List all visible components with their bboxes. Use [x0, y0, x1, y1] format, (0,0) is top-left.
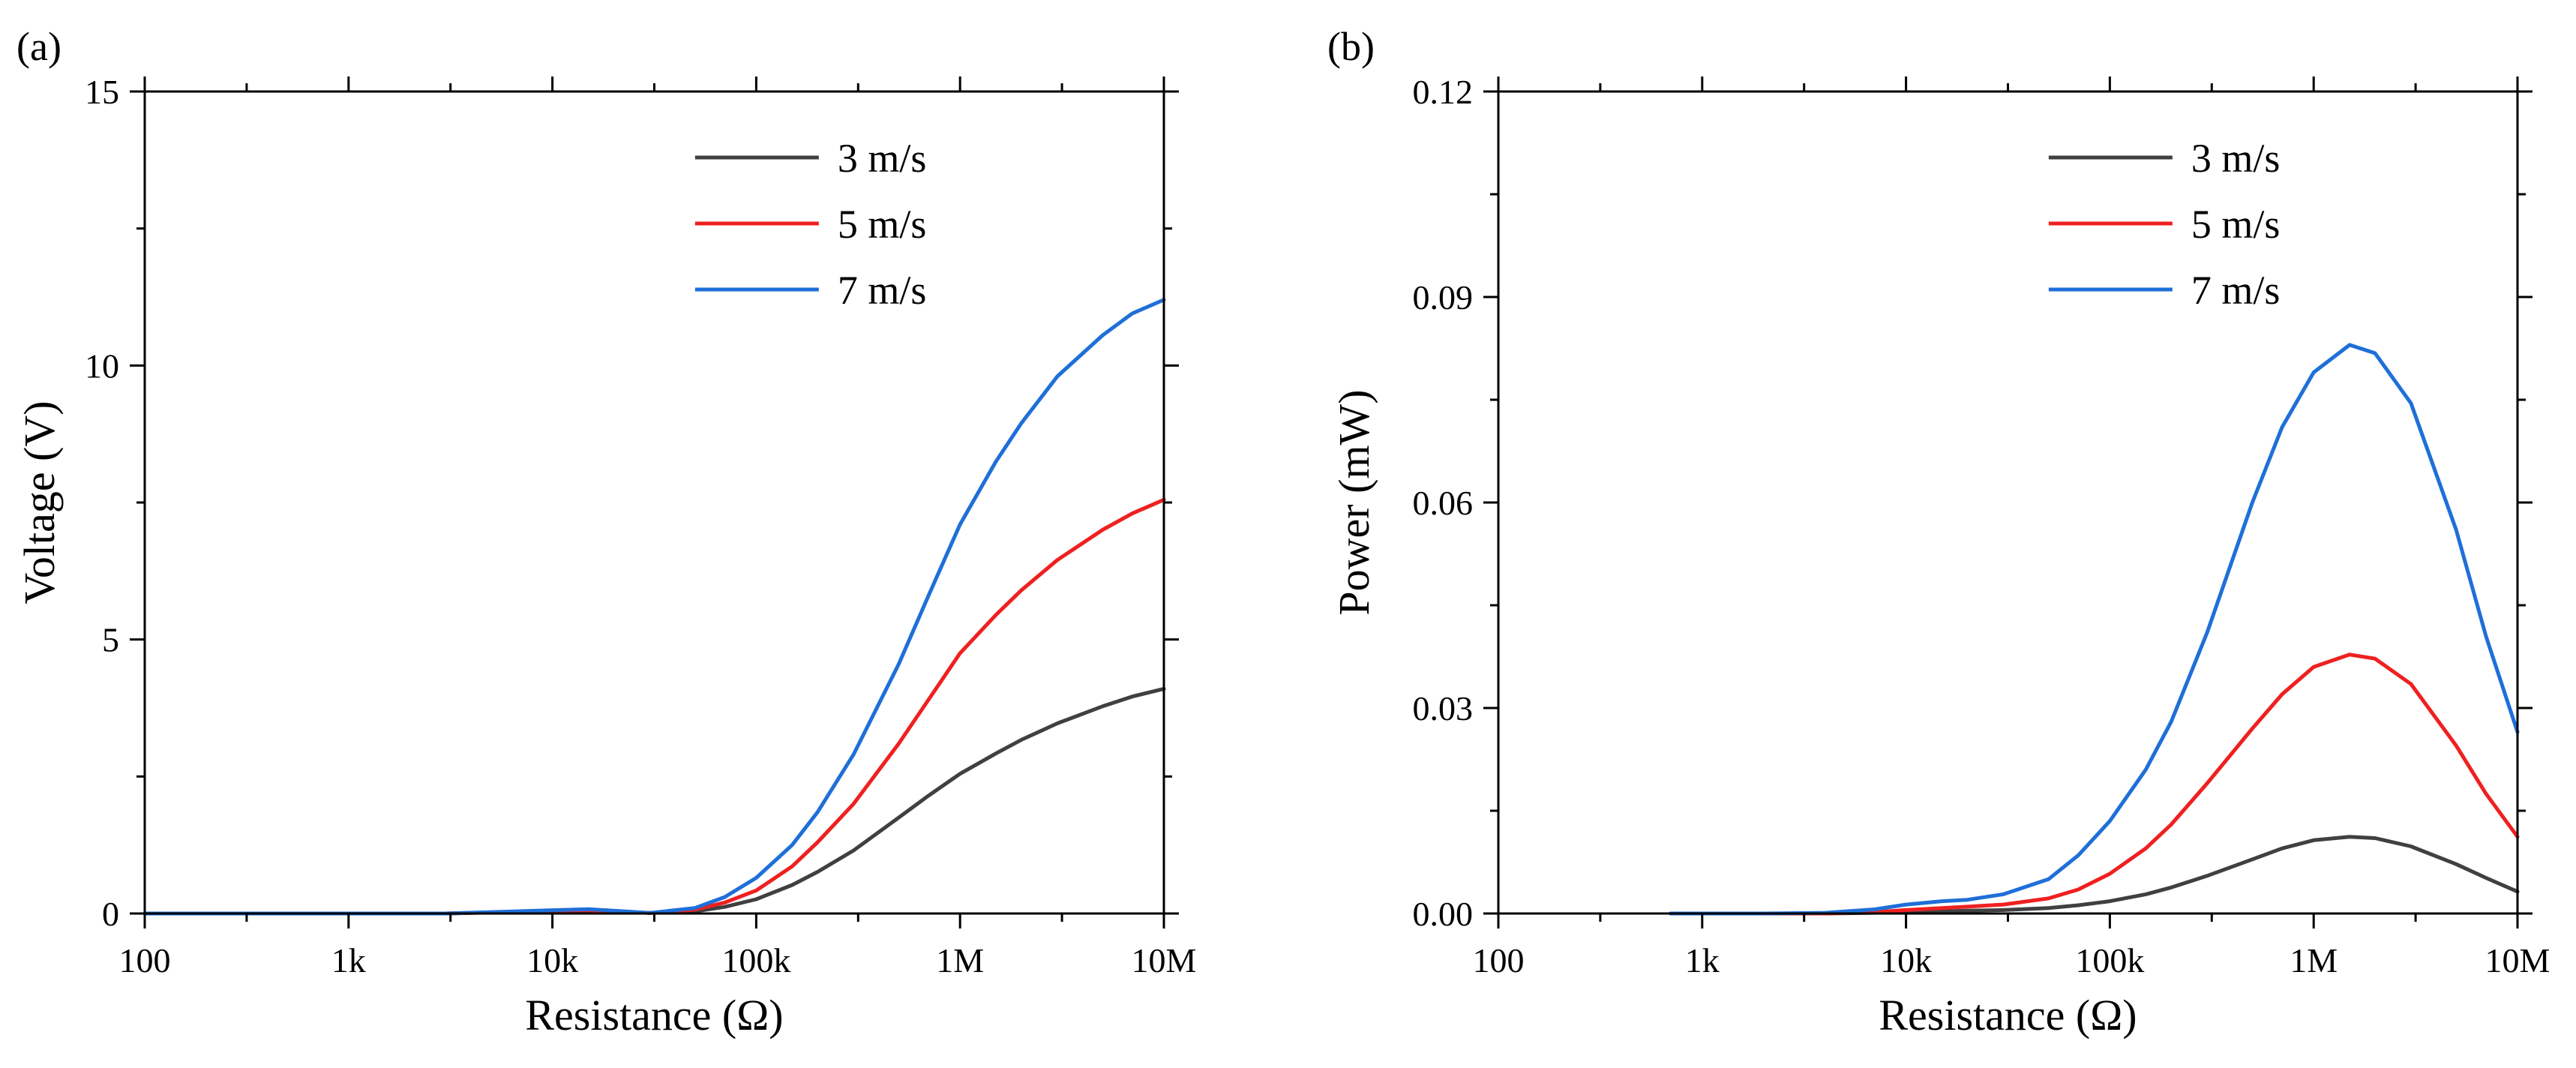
plot-frame: [1497, 90, 2519, 915]
x-tick-label: 1k: [1685, 941, 1720, 980]
x-axis-title: Resistance (Ω): [1879, 991, 2137, 1040]
y-axis-title: Power (mW): [1330, 389, 1378, 615]
legend-label: 5 m/s: [838, 202, 927, 247]
x-tick-label: 1M: [936, 941, 984, 980]
y-tick-label: 0: [102, 895, 119, 933]
y-axis-title: Voltage (V): [15, 400, 64, 604]
y-tick-label: 0.00: [1413, 895, 1474, 933]
y-tick-label: 10: [85, 346, 119, 385]
series-line-3-m-s: [1669, 835, 2520, 916]
legend-label: 5 m/s: [2191, 202, 2281, 247]
y-tick-label: 0.09: [1413, 278, 1474, 316]
x-tick-label: 1k: [331, 941, 366, 980]
plot-frame: [143, 90, 1165, 915]
series-line-5-m-s: [142, 497, 1166, 916]
x-tick-label: 100k: [721, 941, 790, 980]
panel-label: (a): [16, 24, 61, 69]
x-tick-label: 10M: [2485, 941, 2551, 980]
legend-label: 3 m/s: [838, 136, 927, 181]
chart-panel-1: (a) 100 1k 10k 100k 1M 10M 0 5 10 15 Resistance (Ω)…: [15, 24, 1196, 1040]
legend-label: 7 m/s: [838, 268, 927, 313]
legend-label: 7 m/s: [2191, 268, 2281, 313]
y-tick-label: 0.06: [1413, 484, 1474, 522]
series-line-3-m-s: [142, 686, 1166, 916]
x-tick-label: 10k: [526, 941, 578, 980]
series-line-7-m-s: [1669, 343, 2520, 916]
x-axis-title: Resistance (Ω): [525, 991, 783, 1040]
series-line-5-m-s: [1669, 652, 2520, 916]
chart-panel-2: (b) 100 1k 10k 100k 1M 10M 0.00 0.03 0.06 0.09 0.12…: [1327, 24, 2550, 1040]
x-tick-label: 10k: [1880, 941, 1932, 980]
x-tick-label: 100k: [2075, 941, 2144, 980]
y-tick-label: 15: [85, 73, 119, 111]
panel-label: (b): [1327, 24, 1375, 69]
y-tick-label: 0.03: [1413, 689, 1474, 728]
x-tick-label: 100: [1473, 941, 1525, 980]
series-line-7-m-s: [142, 298, 1166, 916]
x-tick-label: 1M: [2290, 941, 2338, 980]
x-tick-label: 100: [119, 941, 171, 980]
legend-label: 3 m/s: [2191, 136, 2281, 181]
y-tick-label: 0.12: [1413, 73, 1474, 111]
x-tick-label: 10M: [1132, 941, 1197, 980]
y-tick-label: 5: [102, 621, 119, 659]
